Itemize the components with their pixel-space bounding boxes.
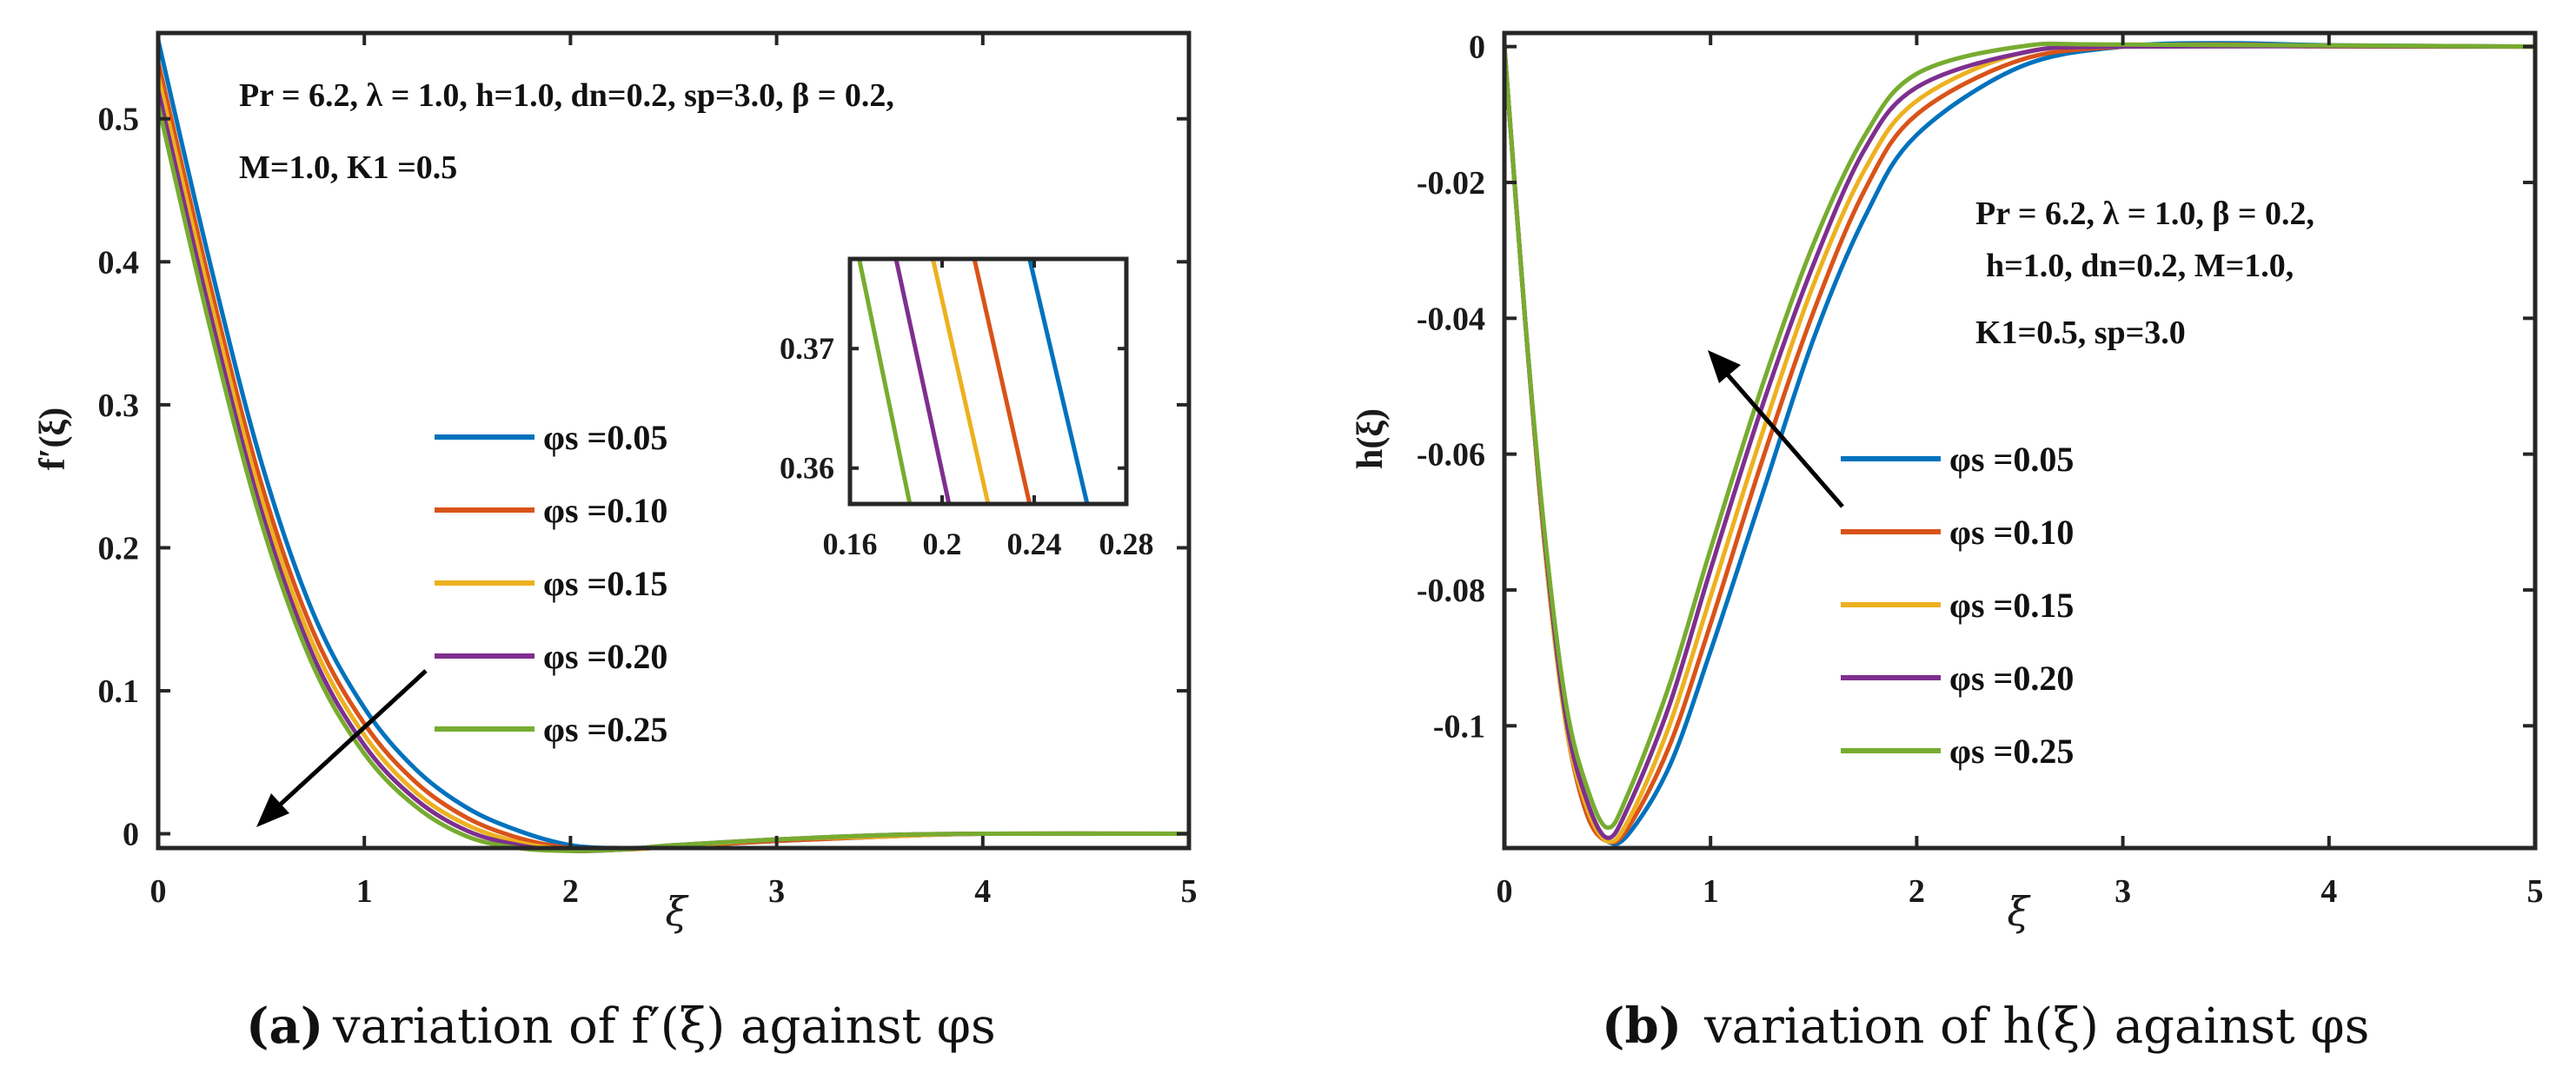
inset-y-tick-label: 0.37 [780, 331, 834, 366]
parameter-annotation-b-line2: h=1.0, dn=0.2, M=1.0, [1986, 248, 2294, 284]
legend-label-2: φs =0.10 [543, 491, 667, 530]
legend-label-2: φs =0.10 [1949, 513, 2074, 552]
legend-b: φs =0.05 φs =0.10 φs =0.15 φs =0.20 φs =0.25 [1841, 440, 2074, 771]
y-tick-label: -0.04 [1417, 301, 1485, 337]
trend-arrow-b [1708, 350, 1844, 508]
y-tick-label: 0.1 [98, 673, 140, 710]
caption-id-b: (b) [1602, 998, 1682, 1055]
y-tick-label: 0.2 [98, 530, 140, 567]
trend-arrow-a [256, 669, 428, 827]
inset-background [850, 259, 1126, 504]
legend-label-4: φs =0.20 [543, 637, 667, 676]
inset-series-line-4 [893, 258, 952, 505]
x-tick-label: 2 [562, 873, 579, 910]
x-tick-label: 4 [2320, 873, 2337, 910]
caption-id-a: (a) [246, 998, 323, 1055]
legend-label-3: φs =0.15 [543, 564, 667, 603]
inset-x-tick-label: 0.28 [1099, 527, 1154, 561]
y-tick-label: 0.4 [98, 244, 140, 281]
legend-a: φs =0.05 φs =0.10 φs =0.15 φs =0.20 φs =0.25 [435, 418, 667, 749]
x-tick-label: 5 [1181, 873, 1198, 910]
inset-x-tick-label: 0.24 [1007, 527, 1062, 561]
chart-panel-b: 0 1 2 3 4 5 0 -0.02 -0.04 -0.06 -0.08 -0.1 h(ξ) ξ P… [1351, 30, 2544, 1055]
y-tick-label: 0 [1469, 30, 1485, 66]
inset-series-line-5 [857, 258, 913, 505]
legend-label-5: φs =0.25 [1949, 732, 2074, 771]
legend-label-1: φs =0.05 [1949, 440, 2074, 479]
x-tick-label: 5 [2527, 873, 2544, 910]
parameter-annotation-a-line1: Pr = 6.2, λ = 1.0, h=1.0, dn=0.2, sp=3.0… [239, 77, 894, 114]
legend-label-1: φs =0.05 [543, 418, 667, 457]
series-line-5 [156, 103, 1190, 853]
inset-y-tick-label: 0.36 [780, 451, 834, 486]
series-lines-b [1502, 41, 2536, 846]
series-lines-a [156, 39, 1190, 854]
caption-b: variation of h(ξ) against φs [1703, 998, 2369, 1055]
inset-x-tick-label: 0.16 [823, 527, 878, 561]
x-tick-label: 1 [356, 873, 373, 910]
inset-series-line-1 [1027, 258, 1090, 505]
inset-x-tick-label: 0.2 [923, 527, 962, 561]
x-axis-label-a: ξ [665, 888, 689, 935]
x-tick-label: 0 [150, 873, 167, 910]
inset-series-line-3 [930, 258, 991, 505]
y-tick-label: -0.06 [1417, 437, 1485, 474]
y-tick-label: -0.02 [1417, 165, 1485, 202]
inset-frame [847, 256, 1129, 507]
parameter-annotation-a-line2: M=1.0, K1 =0.5 [239, 149, 457, 186]
series-line-5 [1502, 41, 2536, 831]
legend-label-4: φs =0.20 [1949, 659, 2074, 698]
legend-label-5: φs =0.25 [543, 710, 667, 749]
y-axis-label-b: h(ξ) [1351, 408, 1391, 469]
axes-frame-a [156, 30, 1192, 851]
y-tick-label: -0.08 [1417, 573, 1485, 609]
y-tick-label: 0.5 [98, 102, 140, 138]
legend-label-3: φs =0.15 [1949, 586, 2074, 625]
chart-panel-a: 0 1 2 3 4 5 0 0.1 0.2 0.3 0.4 0.5 f′(ξ) ξ Pr = 6.2,… [33, 30, 1198, 1055]
y-tick-label: -0.1 [1433, 708, 1485, 745]
x-tick-label: 3 [2115, 873, 2131, 910]
x-tick-label: 1 [1703, 873, 1719, 910]
x-tick-label: 2 [1909, 873, 1925, 910]
x-axis-label-b: ξ [2007, 888, 2031, 935]
parameter-annotation-b-line1: Pr = 6.2, λ = 1.0, β = 0.2, [1975, 196, 2314, 232]
x-tick-label: 3 [768, 873, 785, 910]
y-tick-label: 0.3 [98, 388, 140, 424]
y-tick-label: 0 [123, 817, 139, 853]
x-tick-label: 4 [974, 873, 991, 910]
caption-a: variation of f′(ξ) against φs [332, 998, 996, 1055]
parameter-annotation-b-line3: K1=0.5, sp=3.0 [1975, 315, 2186, 351]
inset-series-line-2 [972, 258, 1032, 505]
zoom-inset-a: 0.16 0.2 0.24 0.28 0.36 0.37 [780, 256, 1154, 561]
x-tick-label: 0 [1497, 873, 1513, 910]
y-axis-label-a: f′(ξ) [33, 408, 73, 471]
axes-frame-b [1502, 30, 2538, 851]
